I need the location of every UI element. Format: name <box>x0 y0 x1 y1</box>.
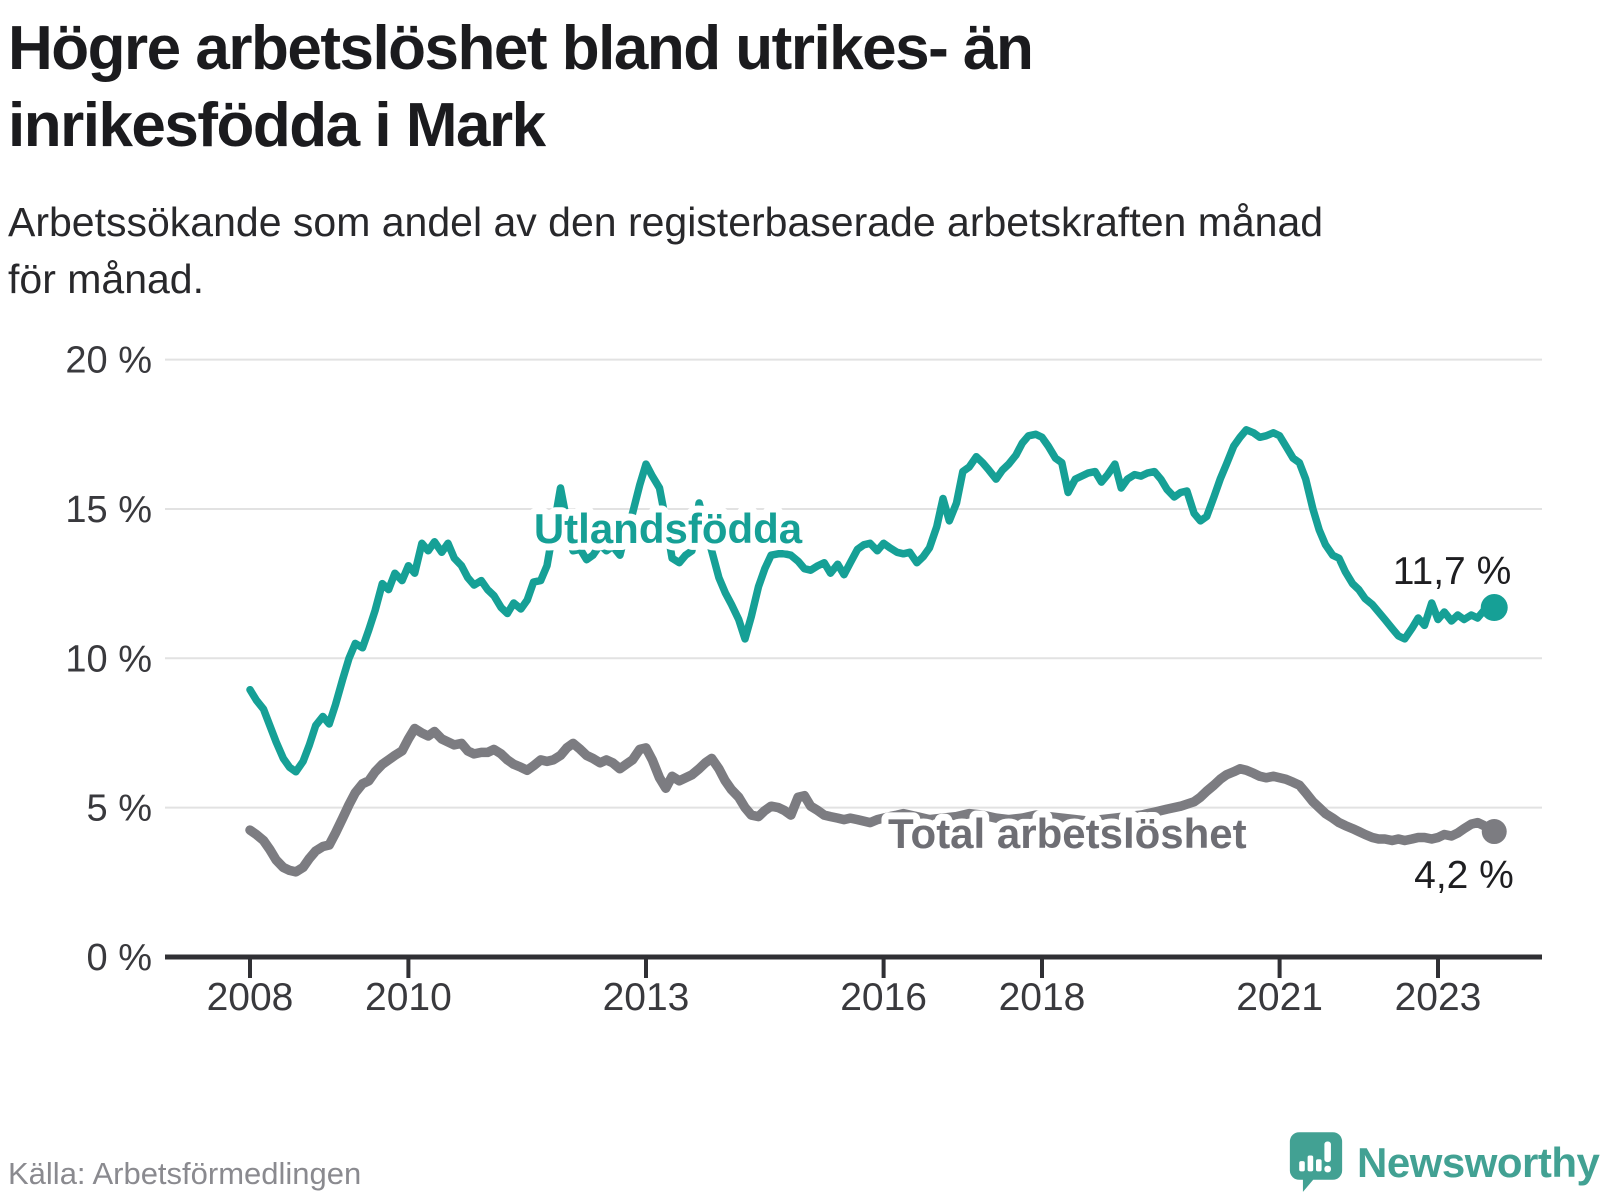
title-line-1: Högre arbetslöshet bland utrikes- än <box>8 14 1034 83</box>
series-label-total: Total arbetslöshet <box>888 810 1247 857</box>
source-note: Källa: Arbetsförmedlingen <box>8 1156 362 1191</box>
series-line-total <box>245 723 1499 877</box>
endpoint-dot-total <box>1481 819 1507 845</box>
newsworthy-logo: Newsworthy <box>1288 1130 1600 1196</box>
x-axis-tick-label: 2021 <box>1236 976 1323 1019</box>
endpoint-dot-utlandsfodda <box>1480 594 1508 622</box>
endpoint-value-utlandsfodda: 11,7 % <box>1393 550 1512 593</box>
newsworthy-bubble-icon <box>1289 1132 1343 1192</box>
x-axis-tick-label: 2013 <box>603 976 690 1019</box>
newsworthy-wordmark: Newsworthy <box>1357 1139 1600 1186</box>
x-axis-tick-label: 2016 <box>840 976 927 1019</box>
y-axis-tick-label: 20 % <box>65 340 152 382</box>
y-axis-tick-label: 10 % <box>65 638 152 680</box>
page-title: Högre arbetslöshet bland utrikes- än inr… <box>8 10 1578 164</box>
series-line-utlandsfodda <box>246 426 1498 776</box>
series-label-utlandsfodda: Utlandsfödda <box>534 505 803 552</box>
x-axis-tick-label: 2023 <box>1395 976 1482 1019</box>
title-line-2: inrikesfödda i Mark <box>8 91 546 160</box>
subtitle-line-2: för månad. <box>8 256 204 302</box>
y-axis-tick-label: 0 % <box>87 937 152 979</box>
x-axis-tick-label: 2010 <box>365 976 452 1019</box>
endpoint-value-total: 4,2 % <box>1414 854 1514 897</box>
subtitle-line-1: Arbetssökande som andel av den registerb… <box>8 199 1324 245</box>
y-axis-tick-label: 15 % <box>65 489 152 531</box>
page-subtitle: Arbetssökande som andel av den registerb… <box>8 194 1588 308</box>
x-axis-tick-label: 2008 <box>207 976 294 1019</box>
y-axis-tick-label: 5 % <box>87 788 152 830</box>
x-axis-tick-label: 2018 <box>999 976 1086 1019</box>
